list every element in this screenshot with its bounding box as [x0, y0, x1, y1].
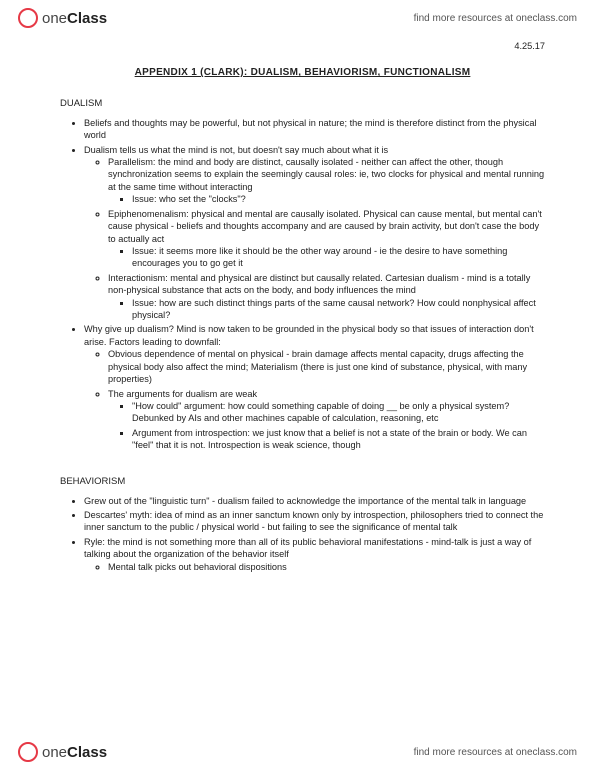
list-item: Parallelism: the mind and body are disti… — [108, 156, 545, 206]
list-item: "How could" argument: how could somethin… — [132, 400, 545, 425]
list-item: Epiphenomenalism: physical and mental ar… — [108, 208, 545, 270]
document-date: 4.25.17 — [60, 40, 545, 52]
list-item: Ryle: the mind is not something more tha… — [84, 536, 545, 573]
list-item: Issue: how are such distinct things part… — [132, 297, 545, 322]
brand-logo-footer[interactable]: oneClass — [18, 742, 107, 762]
dualism-list: Beliefs and thoughts may be powerful, bu… — [60, 117, 545, 452]
header-bar: oneClass find more resources at oneclass… — [0, 0, 595, 36]
footer-tagline[interactable]: find more resources at oneclass.com — [414, 747, 577, 758]
brand-circle-icon — [18, 742, 38, 762]
list-item: Beliefs and thoughts may be powerful, bu… — [84, 117, 545, 142]
list-text: Ryle: the mind is not something more tha… — [84, 537, 531, 559]
document-body: 4.25.17 APPENDIX 1 (CLARK): DUALISM, BEH… — [60, 40, 545, 730]
document-title: APPENDIX 1 (CLARK): DUALISM, BEHAVIORISM… — [60, 66, 545, 80]
list-text: The arguments for dualism are weak — [108, 389, 257, 399]
brand-logo[interactable]: oneClass — [18, 8, 107, 28]
list-item: Issue: it seems more like it should be t… — [132, 245, 545, 270]
brand-text: oneClass — [42, 744, 107, 761]
brand-circle-icon — [18, 8, 38, 28]
section-heading-behaviorism: BEHAVIORISM — [60, 476, 545, 489]
brand-text: oneClass — [42, 10, 107, 27]
list-text: Why give up dualism? Mind is now taken t… — [84, 324, 534, 346]
list-item: Why give up dualism? Mind is now taken t… — [84, 323, 545, 451]
list-text: Epiphenomenalism: physical and mental ar… — [108, 209, 542, 244]
list-item: The arguments for dualism are weak "How … — [108, 388, 545, 452]
list-item: Argument from introspection: we just kno… — [132, 427, 545, 452]
list-item: Dualism tells us what the mind is not, b… — [84, 144, 545, 322]
list-item: Issue: who set the "clocks"? — [132, 193, 545, 205]
list-text: Parallelism: the mind and body are disti… — [108, 157, 544, 192]
list-item: Descartes' myth: idea of mind as an inne… — [84, 509, 545, 534]
list-text: Interactionism: mental and physical are … — [108, 273, 530, 295]
footer-bar: oneClass find more resources at oneclass… — [0, 734, 595, 770]
list-text: Dualism tells us what the mind is not, b… — [84, 145, 388, 155]
list-item: Interactionism: mental and physical are … — [108, 272, 545, 322]
list-item: Grew out of the "linguistic turn" - dual… — [84, 495, 545, 507]
list-item: Mental talk picks out behavioral disposi… — [108, 561, 545, 573]
list-item: Obvious dependence of mental on physical… — [108, 348, 545, 385]
behaviorism-list: Grew out of the "linguistic turn" - dual… — [60, 495, 545, 574]
header-tagline[interactable]: find more resources at oneclass.com — [414, 13, 577, 24]
section-heading-dualism: DUALISM — [60, 98, 545, 111]
